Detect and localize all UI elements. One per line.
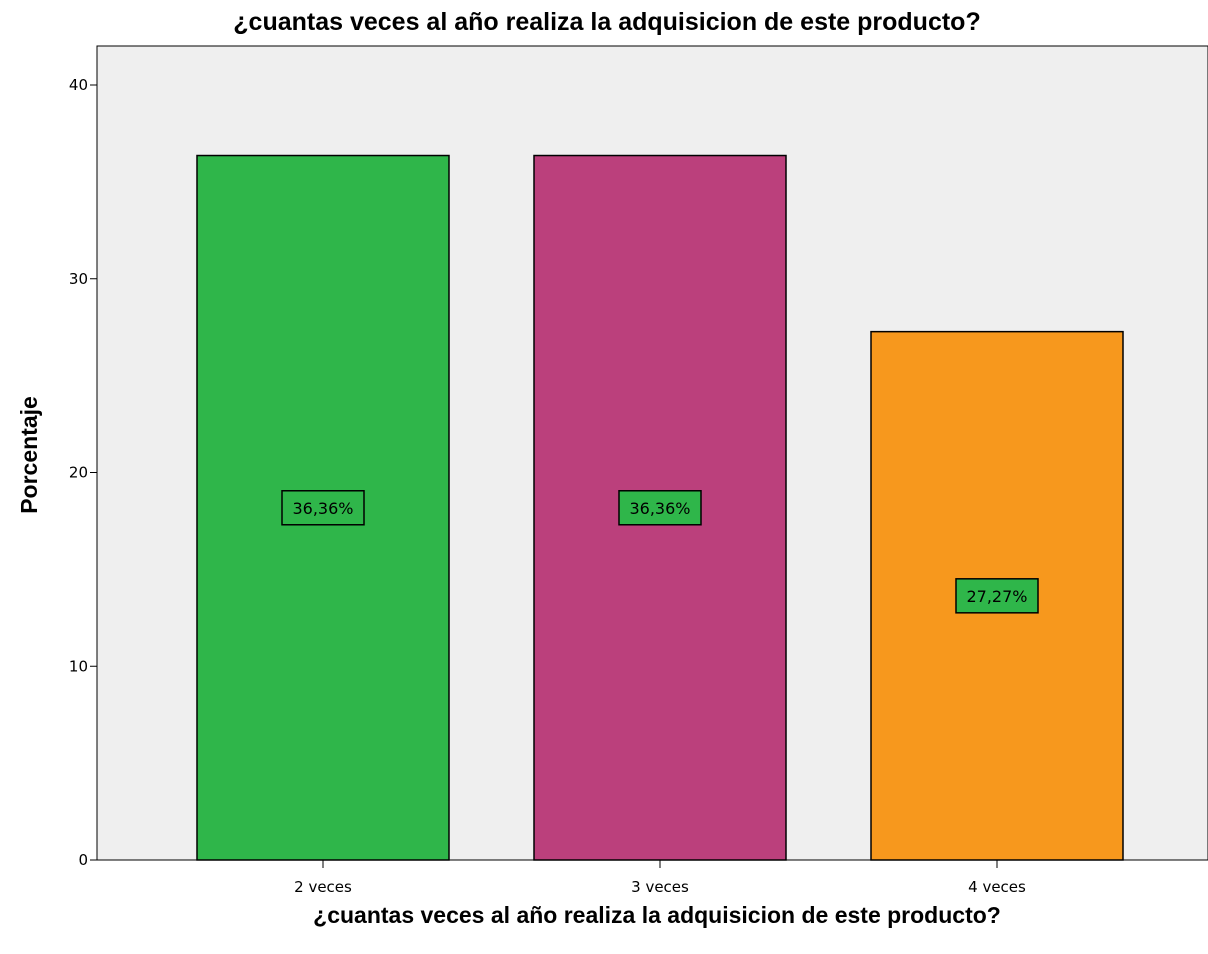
data-label-box [281, 490, 365, 526]
data-label-box [955, 578, 1039, 614]
y-axis-ticks: 0 10 20 30 40 [69, 76, 97, 869]
y-tick-label: 40 [69, 76, 88, 94]
x-tick-label: 4 veces [968, 878, 1026, 896]
data-label: 36,36% [629, 499, 690, 518]
y-tick-label: 10 [69, 657, 88, 675]
y-tick-label: 20 [69, 464, 88, 482]
x-axis-ticks: 2 veces 3 veces 4 veces [294, 860, 1026, 896]
bar-2-veces [196, 154, 450, 861]
y-tick-label: 0 [78, 851, 88, 869]
x-tick-label: 3 veces [631, 878, 689, 896]
x-axis-title: ¿cuantas veces al año realiza la adquisi… [313, 902, 1001, 928]
data-label: 27,27% [966, 587, 1027, 606]
data-label-box [618, 490, 702, 526]
x-tick-label: 2 veces [294, 878, 352, 896]
chart-title: ¿cuantas veces al año realiza la adquisi… [233, 8, 980, 36]
y-tick-label: 30 [69, 270, 88, 288]
data-label: 36,36% [292, 499, 353, 518]
data-labels: 36,36% 36,36% 27,27% [281, 490, 1039, 614]
y-axis-title: Porcentaje [16, 396, 42, 514]
